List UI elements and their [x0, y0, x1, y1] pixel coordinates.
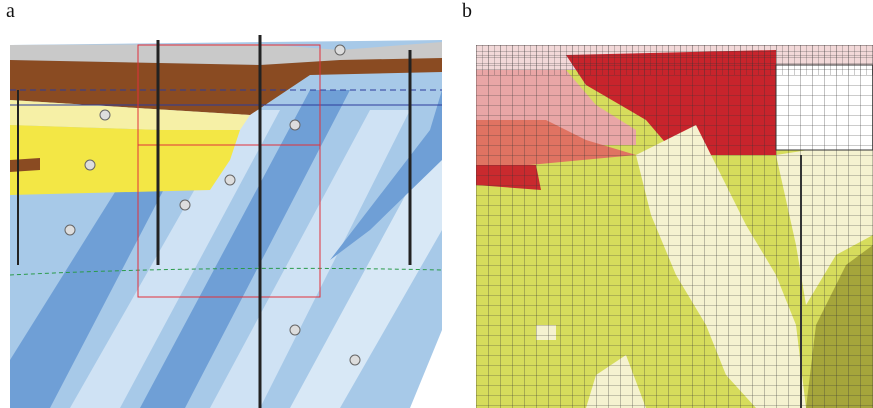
- cross-section: [10, 30, 442, 408]
- panel-label: b: [462, 0, 472, 23]
- mesh: [476, 45, 873, 408]
- panel-label: a: [6, 0, 15, 23]
- figure: a b: [0, 0, 873, 408]
